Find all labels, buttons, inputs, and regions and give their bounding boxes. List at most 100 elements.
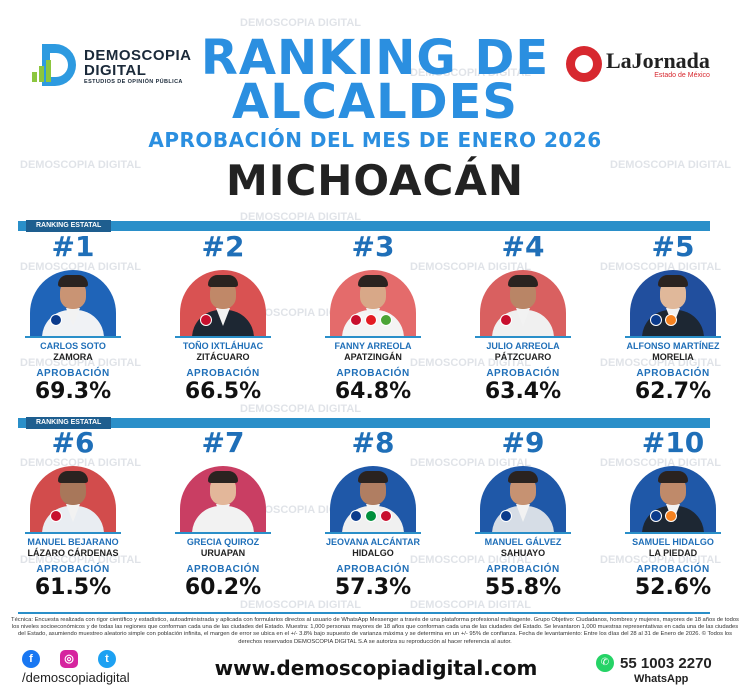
approval-label: APROBACIÓN	[336, 368, 410, 379]
social-handle[interactable]: /demoscopiadigital	[22, 670, 130, 685]
mayor-city: HIDALGO	[352, 548, 394, 558]
website-link[interactable]: www.demoscopiadigital.com	[214, 656, 538, 680]
watermark: DEMOSCOPIA DIGITAL	[20, 357, 141, 369]
watermark: DEMOSCOPIA DIGITAL	[410, 262, 531, 273]
pan-party-icon	[50, 314, 62, 326]
mayor-photo	[180, 270, 266, 336]
watermark-brand: DEMOSCOPIA DIGITAL	[240, 504, 361, 516]
instagram-icon[interactable]: ◎	[60, 650, 78, 668]
mayor-name: GRECIA QUIROZ	[186, 537, 260, 547]
footer-divider	[18, 612, 710, 614]
la-jornada-logo: LaJornada Estado de México	[566, 46, 710, 82]
approval-label: APROBACIÓN	[36, 564, 110, 575]
name-underline	[175, 532, 271, 534]
mayor-card: #4 JULIO ARREOLA PÁTZCUARO APROBACIÓN 63.4%	[458, 232, 588, 404]
whatsapp-contact[interactable]: ✆ 55 1003 2270	[596, 654, 712, 672]
watermark: DEMOSCOPIA DIGITAL	[410, 68, 531, 79]
mayor-photo	[330, 270, 416, 336]
approval-value: 62.7%	[634, 379, 712, 404]
watermark-brand: DEMOSCOPIA DIGITAL	[20, 554, 141, 566]
mayor-card: #5 ALFONSO MARTÍNEZ MORELIA APROBACIÓN 62.7%	[608, 232, 738, 404]
twitter-icon[interactable]: t	[98, 650, 116, 668]
rank-number: #1	[51, 230, 95, 263]
name-underline	[475, 336, 571, 338]
watermark: DEMOSCOPIA DIGITAL	[600, 358, 721, 369]
approval-label: APROBACIÓN	[636, 564, 710, 575]
watermark: DEMOSCOPIA DIGITAL	[240, 18, 361, 29]
watermark: DEMOSCOPIA DIGITAL	[240, 599, 361, 611]
mayor-photo	[480, 270, 566, 336]
watermark-brand: DEMOSCOPIA DIGITAL	[600, 261, 721, 273]
morena-party-icon	[380, 510, 392, 522]
demoscopia-logo: DEMOSCOPIA DIGITAL ESTUDIOS DE OPINIÓN P…	[32, 44, 191, 88]
name-underline	[475, 532, 571, 534]
title-line1: RANKING DE	[200, 30, 550, 86]
watermark-brand: DEMOSCOPIA DIGITAL	[240, 211, 361, 223]
mayor-photo	[480, 466, 566, 532]
watermark-brand: DEMOSCOPIA DIGITAL	[410, 357, 531, 369]
watermark: DEMOSCOPIA DIGITAL	[600, 261, 721, 273]
approval-label: APROBACIÓN	[486, 368, 560, 379]
state-title: MICHOACÁN	[226, 156, 524, 205]
brand-name: DEMOSCOPIA DIGITAL	[84, 46, 191, 79]
mayor-card: #6 MANUEL BEJARANO LÁZARO CÁRDENAS APROBACI…	[8, 428, 138, 600]
watermark: DEMOSCOPIA DIGITAL	[600, 458, 721, 469]
approval-label: APROBACIÓN	[636, 368, 710, 379]
mayor-photo	[330, 466, 416, 532]
page-subtitle: APROBACIÓN DEL MES DE ENERO 2026	[148, 128, 602, 152]
pt-party-icon	[365, 314, 377, 326]
mayor-name: JEOVANA ALCÁNTAR	[326, 537, 420, 547]
jornada-seal-icon	[566, 46, 602, 82]
watermark-brand: DEMOSCOPIA DIGITAL	[20, 357, 141, 369]
watermark: DEMOSCOPIA DIGITAL	[20, 554, 141, 566]
whatsapp-icon: ✆	[596, 654, 614, 672]
watermark-brand: DEMOSCOPIA DIGITAL	[20, 159, 141, 171]
watermark-brand: DEMOSCOPIA DIGITAL	[600, 554, 721, 566]
approval-value: 64.8%	[334, 379, 412, 404]
rank-number: #7	[201, 426, 245, 459]
mayor-name: MANUEL GÁLVEZ	[484, 537, 562, 547]
mayor-name: ALFONSO MARTÍNEZ	[626, 341, 720, 351]
name-underline	[175, 336, 271, 338]
partner-tagline: Estado de México	[654, 71, 710, 79]
approval-label: APROBACIÓN	[486, 564, 560, 575]
approval-value: 52.6%	[634, 575, 712, 600]
pan-party-icon	[650, 314, 662, 326]
mayor-card: #7 GRECIA QUIROZ URUAPAN APROBACIÓN 60.2%	[158, 428, 288, 600]
whatsapp-label: WhatsApp	[634, 673, 689, 685]
pan-party-icon	[350, 510, 362, 522]
mayor-city: LA PIEDAD	[648, 548, 698, 558]
mc-party-icon	[665, 510, 677, 522]
mayor-card: #3 FANNY ARREOLA APATZINGÁN APROBACIÓN 64.8%	[308, 232, 438, 404]
rank-number: #6	[51, 426, 95, 459]
facebook-icon[interactable]: f	[22, 650, 40, 668]
watermark-brand: DEMOSCOPIA DIGITAL	[240, 599, 361, 611]
approval-label: APROBACIÓN	[36, 368, 110, 379]
watermark-brand: DEMOSCOPIA DIGITAL	[610, 159, 731, 171]
watermark: DEMOSCOPIA DIGITAL	[240, 308, 361, 319]
watermark-brand: DEMOSCOPIA DIGITAL	[20, 457, 141, 469]
ranking-bar-bottom	[18, 418, 710, 428]
mayor-photo	[180, 466, 266, 532]
mayor-name: FANNY ARREOLA	[334, 341, 412, 351]
approval-value: 69.3%	[34, 379, 112, 404]
mayor-city: MORELIA	[652, 352, 694, 362]
approval-value: 66.5%	[184, 379, 262, 404]
approval-value: 60.2%	[184, 575, 262, 600]
approval-label: APROBACIÓN	[336, 564, 410, 575]
approval-value: 57.3%	[334, 575, 412, 600]
partner-name: LaJornada	[606, 47, 710, 73]
mayor-city: APATZINGÁN	[344, 352, 402, 362]
mayor-photo	[30, 466, 116, 532]
name-underline	[625, 336, 721, 338]
pan-party-icon	[650, 510, 662, 522]
verde-party-icon	[380, 314, 392, 326]
morena-party-icon	[50, 510, 62, 522]
mayor-photo	[30, 270, 116, 336]
rank-number: #10	[641, 426, 705, 459]
approval-label: APROBACIÓN	[186, 564, 260, 575]
watermark: DEMOSCOPIA DIGITAL	[20, 457, 141, 469]
watermark: DEMOSCOPIA DIGITAL	[240, 404, 361, 415]
name-underline	[25, 532, 121, 534]
mayor-city: ZAMORA	[53, 352, 93, 362]
